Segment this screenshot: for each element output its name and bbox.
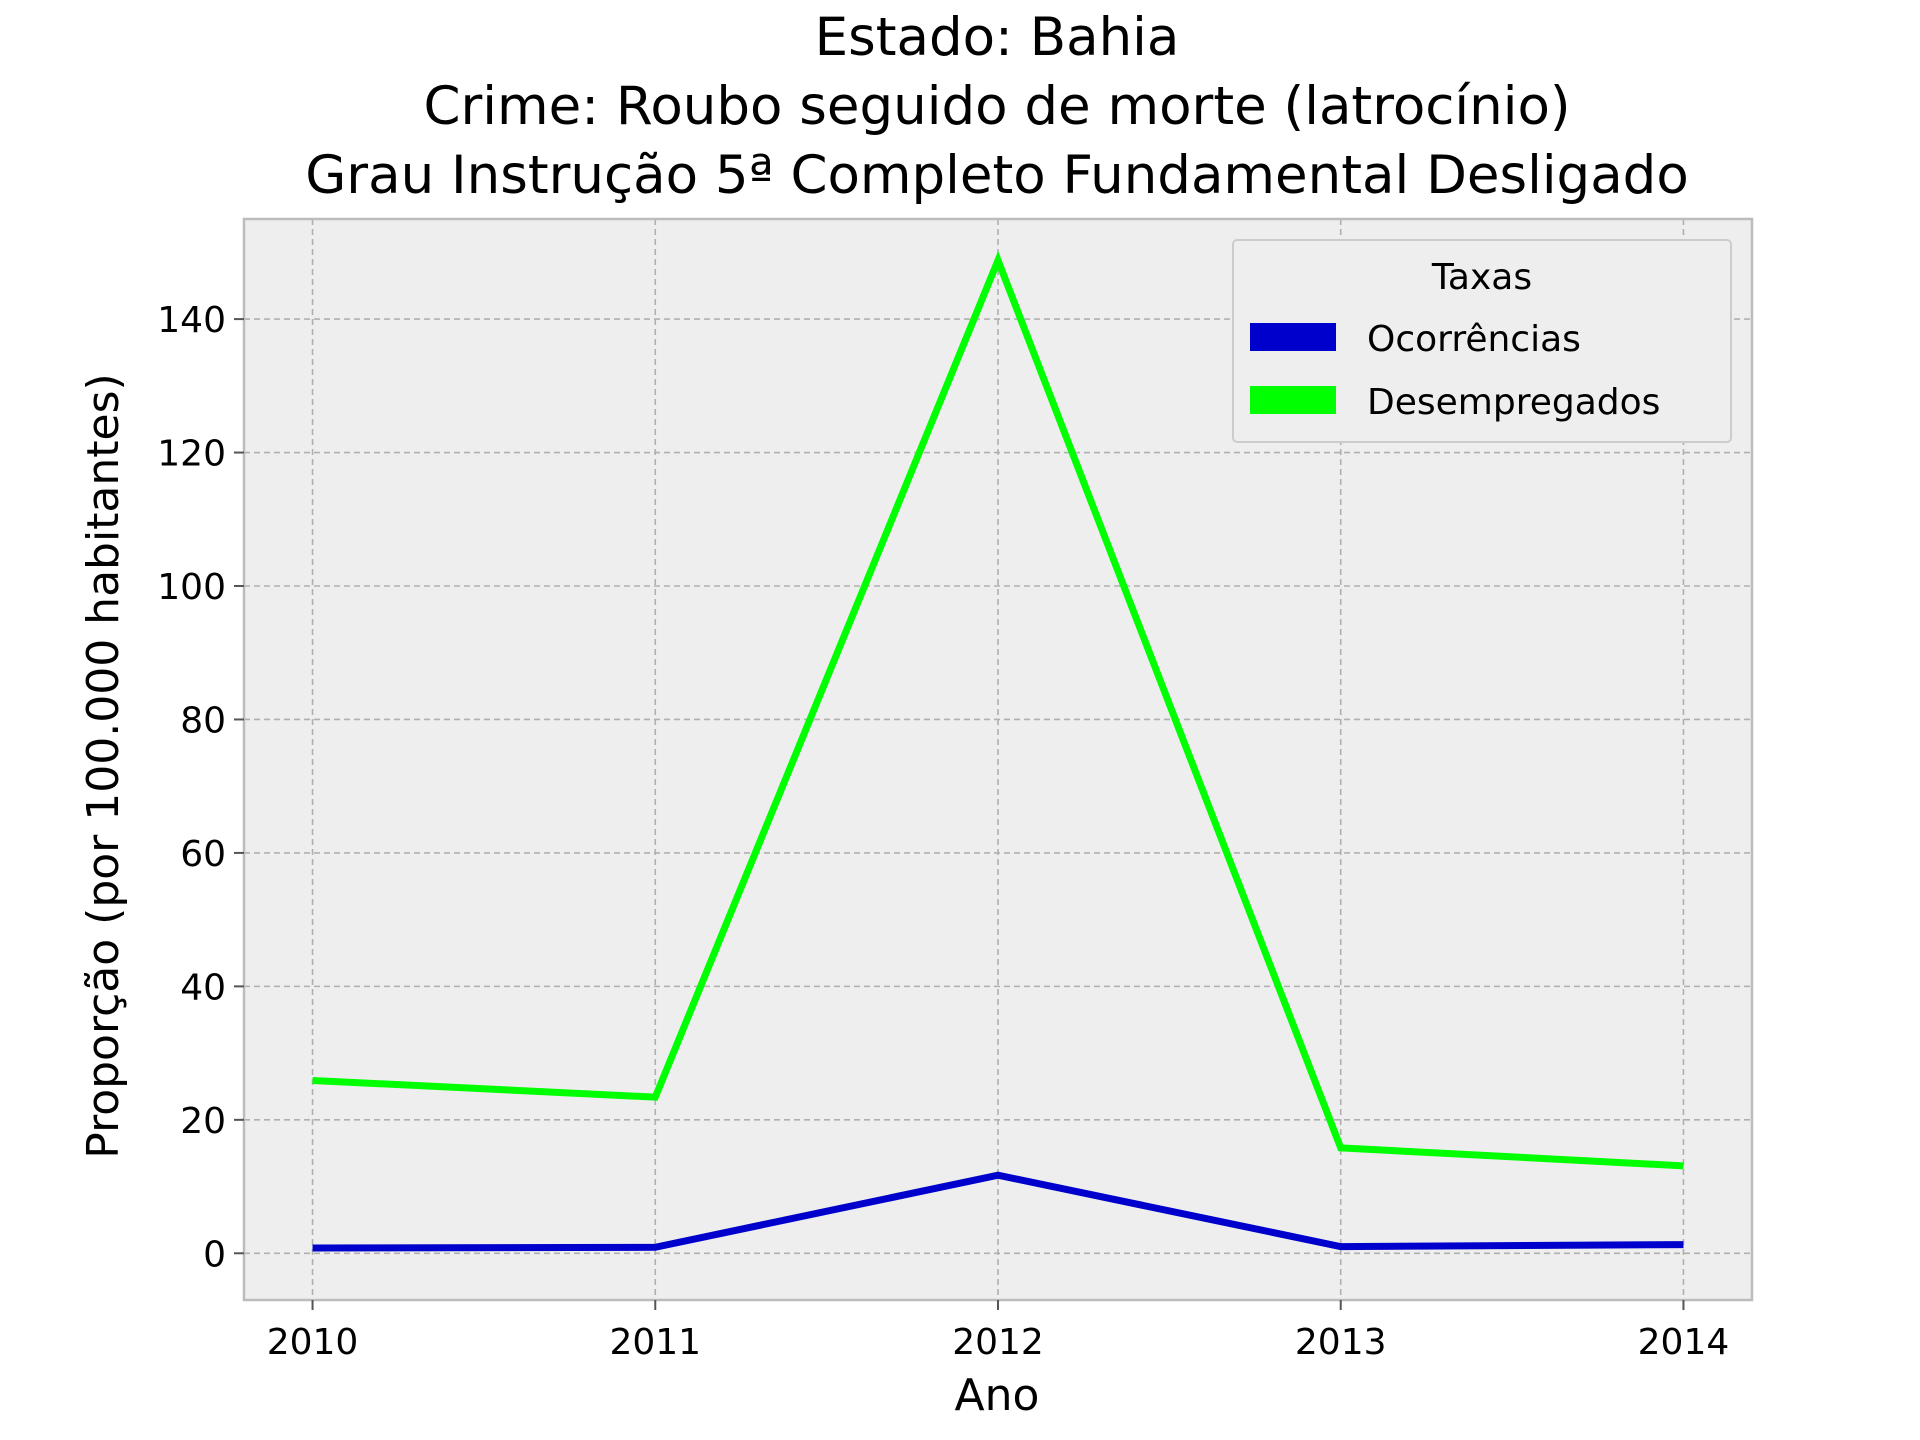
y-tick-label-60: 60 bbox=[180, 834, 226, 875]
y-tick-label-140: 140 bbox=[157, 300, 226, 341]
x-tick-label-2014: 2014 bbox=[1638, 1322, 1730, 1363]
y-tick-label-20: 20 bbox=[180, 1101, 226, 1142]
legend-entry-ocorrências[interactable]: Ocorrências bbox=[1367, 319, 1581, 360]
series-line-desempregados[interactable] bbox=[312, 250, 1684, 1170]
title-line-state: Estado: Bahia bbox=[815, 7, 1180, 68]
x-axis-label: Ano bbox=[955, 1370, 1040, 1421]
x-tick-label-2012: 2012 bbox=[952, 1322, 1044, 1363]
x-tick-label-2013: 2013 bbox=[1295, 1322, 1387, 1363]
legend-box bbox=[1232, 239, 1732, 443]
grid bbox=[244, 219, 1752, 1300]
legend[interactable]: Taxas Ocorrências Desempregados bbox=[1232, 239, 1732, 443]
y-tick-label-0: 0 bbox=[203, 1234, 226, 1275]
y-tick-label-100: 100 bbox=[157, 567, 226, 608]
y-axis-ticks: 0 20 40 60 80 100 120 140 bbox=[157, 300, 244, 1275]
series-line-ocorrências[interactable] bbox=[312, 1171, 1684, 1252]
y-tick-label-40: 40 bbox=[180, 967, 226, 1008]
title-line-education: Grau Instrução 5ª Completo Fundamental D… bbox=[305, 145, 1689, 206]
series-lines bbox=[312, 250, 1684, 1252]
y-tick-label-80: 80 bbox=[180, 700, 226, 741]
legend-title: Taxas bbox=[1431, 257, 1532, 298]
legend-entry-desempregados[interactable]: Desempregados bbox=[1367, 382, 1660, 423]
chart-title: Estado: Bahia Crime: Roubo seguido de mo… bbox=[305, 7, 1689, 206]
x-tick-label-2011: 2011 bbox=[609, 1322, 701, 1363]
x-tick-label-2010: 2010 bbox=[267, 1322, 359, 1363]
y-axis-label: Proporção (por 100.000 habitantes) bbox=[78, 373, 129, 1158]
title-line-crime: Crime: Roubo seguido de morte (latrocíni… bbox=[423, 76, 1570, 137]
legend-swatch-ocorrências bbox=[1250, 323, 1336, 351]
legend-swatch-desempregados bbox=[1250, 386, 1336, 414]
y-tick-label-120: 120 bbox=[157, 434, 226, 475]
x-axis-ticks: 2010 2011 2012 2013 2014 bbox=[267, 1300, 1730, 1363]
